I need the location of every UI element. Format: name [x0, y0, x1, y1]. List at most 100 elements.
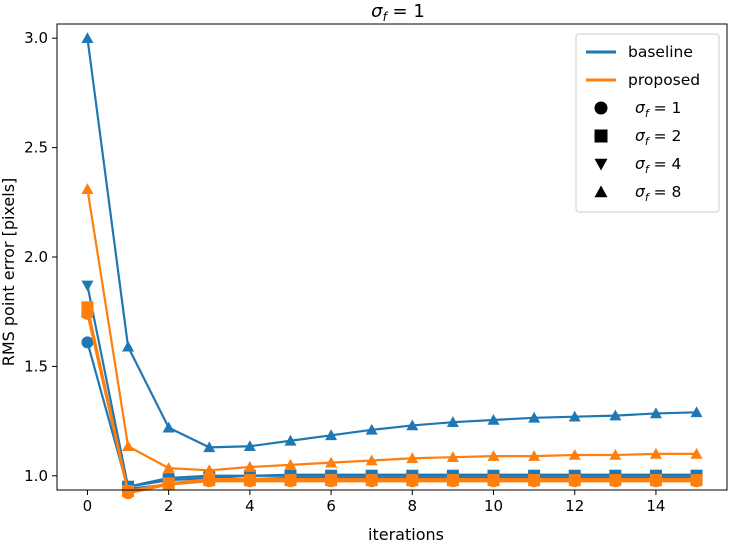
- x-tick-label: 10: [484, 497, 503, 515]
- x-tick-label: 2: [164, 497, 174, 515]
- series-line: [86, 285, 697, 488]
- triangle-up-marker: [243, 461, 256, 472]
- series-baseline-triangle-down: [81, 280, 703, 493]
- legend-label-baseline: baseline: [628, 43, 693, 61]
- triangle-up-marker: [406, 452, 419, 464]
- triangle-up-marker: [81, 32, 94, 44]
- legend-sigma: σ: [635, 183, 646, 201]
- series-line: [86, 313, 697, 495]
- triangle-up-marker: [568, 410, 581, 422]
- triangle-up-marker: [284, 458, 297, 470]
- triangle-up-marker: [690, 406, 703, 418]
- y-tick-label: 1.0: [24, 467, 48, 485]
- legend-sigma-sub: f: [645, 163, 651, 176]
- triangle-down-marker: [487, 474, 500, 486]
- x-tick-label: 0: [83, 497, 93, 515]
- triangle-down-marker: [446, 474, 459, 486]
- triangle-down-marker: [406, 474, 419, 486]
- series-baseline-triangle-up: [81, 32, 703, 453]
- triangle-up-marker: [446, 451, 459, 462]
- triangle-down-marker: [609, 474, 622, 486]
- triangle-up-marker: [81, 183, 94, 194]
- chart-title-rest: = 1: [387, 1, 425, 22]
- x-axis: 0 2 4 6 8 10 12 14: [83, 490, 665, 515]
- triangle-up-marker: [284, 434, 297, 446]
- x-tick-label: 12: [565, 497, 584, 515]
- series-layer: [81, 32, 703, 500]
- legend-sigma-sub: f: [645, 107, 651, 120]
- triangle-down-marker: [528, 474, 541, 486]
- circle-marker: [594, 101, 608, 115]
- triangle-up-marker: [487, 450, 500, 461]
- triangle-up-marker: [243, 440, 256, 452]
- legend-label-triangle-up: σf = 8: [635, 183, 681, 204]
- legend-label-proposed: proposed: [628, 71, 700, 89]
- x-tick-label: 6: [326, 497, 336, 515]
- triangle-up-marker: [649, 447, 662, 459]
- triangle-down-marker: [649, 474, 662, 486]
- triangle-up-marker: [203, 464, 216, 476]
- y-tick-label: 2.0: [24, 248, 48, 266]
- series-proposed-triangle-up: [81, 183, 703, 476]
- x-axis-label: iterations: [368, 525, 444, 544]
- triangle-up-marker: [122, 340, 135, 352]
- circle-marker: [81, 336, 94, 349]
- legend-sigma: σ: [635, 99, 646, 117]
- triangle-up-marker: [446, 416, 459, 427]
- triangle-up-marker: [122, 440, 135, 452]
- legend-sigma-value: = 2: [649, 127, 682, 145]
- y-tick-label: 1.5: [24, 357, 48, 375]
- series-line: [86, 38, 697, 449]
- triangle-up-marker: [406, 419, 419, 431]
- y-tick-label: 2.5: [24, 139, 48, 157]
- triangle-up-marker: [162, 421, 175, 433]
- x-tick-label: 4: [245, 497, 255, 515]
- triangle-up-marker: [609, 409, 622, 421]
- triangle-down-marker: [243, 474, 256, 486]
- triangle-up-marker: [594, 185, 608, 198]
- y-tick-label: 3.0: [24, 29, 48, 47]
- triangle-up-marker: [325, 456, 338, 468]
- series-line: [86, 307, 697, 493]
- legend-label-square: σf = 2: [635, 127, 681, 148]
- legend-sigma-value: = 8: [649, 183, 682, 201]
- triangle-up-marker: [203, 441, 216, 453]
- x-tick-label: 14: [646, 497, 665, 515]
- triangle-down-marker: [284, 474, 297, 486]
- triangle-up-marker: [690, 447, 703, 459]
- triangle-down-marker: [365, 474, 378, 486]
- triangle-down-marker: [568, 474, 581, 486]
- triangle-up-marker: [528, 450, 541, 461]
- triangle-up-marker: [568, 448, 581, 460]
- triangle-down-marker: [690, 474, 703, 486]
- triangle-down-marker: [81, 302, 94, 314]
- series-baseline-square: [81, 305, 703, 493]
- triangle-up-marker: [365, 423, 378, 435]
- triangle-down-marker: [122, 486, 135, 498]
- x-tick-label: 8: [408, 497, 418, 515]
- legend-label-circle: σf = 1: [635, 99, 681, 120]
- legend-sigma-value: = 4: [649, 155, 682, 173]
- y-axis-label: RMS point error [pixels]: [0, 178, 18, 367]
- legend-sigma-sub: f: [645, 191, 651, 204]
- triangle-down-marker: [203, 474, 216, 486]
- legend-label-triangle-down: σf = 4: [635, 155, 681, 176]
- triangle-up-marker: [609, 448, 622, 460]
- triangle-up-marker: [487, 413, 500, 425]
- legend-sigma: σ: [635, 127, 646, 145]
- legend-sigma-sub: f: [645, 135, 651, 148]
- triangle-down-marker: [162, 478, 175, 490]
- triangle-up-marker: [325, 429, 338, 441]
- y-axis: 1.0 1.5 2.0 2.5 3.0: [24, 29, 57, 485]
- series-line: [86, 307, 697, 493]
- triangle-up-marker: [649, 407, 662, 419]
- triangle-up-marker: [528, 411, 541, 423]
- series-line: [86, 189, 697, 472]
- triangle-down-marker: [81, 280, 94, 292]
- chart-title: σf = 1: [371, 1, 425, 24]
- legend-sigma: σ: [635, 155, 646, 173]
- series-proposed-triangle-down: [81, 302, 703, 498]
- legend-sigma-value: = 1: [649, 99, 682, 117]
